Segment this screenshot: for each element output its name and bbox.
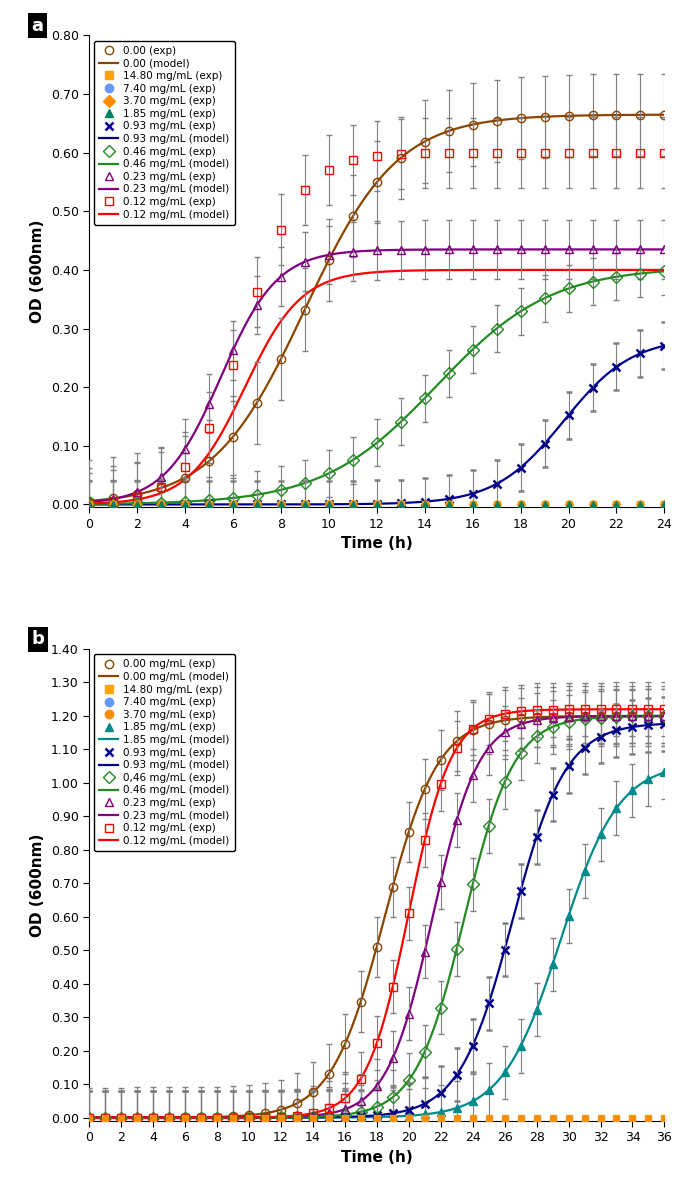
X-axis label: Time (h): Time (h): [341, 1150, 412, 1165]
Text: a: a: [32, 17, 44, 34]
X-axis label: Time (h): Time (h): [341, 537, 412, 551]
Legend: 0.00 mg/mL (exp), 0.00 mg/mL (model), 14.80 mg/mL (exp), 7.40 mg/mL (exp), 3.70 : 0.00 mg/mL (exp), 0.00 mg/mL (model), 14…: [95, 654, 235, 851]
Y-axis label: OD (600nm): OD (600nm): [30, 219, 45, 323]
Legend: 0.00 (exp), 0.00 (model), 14.80 mg/mL (exp), 7.40 mg/mL (exp), 3.70 mg/mL (exp),: 0.00 (exp), 0.00 (model), 14.80 mg/mL (e…: [95, 40, 235, 225]
Text: b: b: [32, 630, 45, 648]
Y-axis label: OD (600nm): OD (600nm): [30, 833, 45, 937]
